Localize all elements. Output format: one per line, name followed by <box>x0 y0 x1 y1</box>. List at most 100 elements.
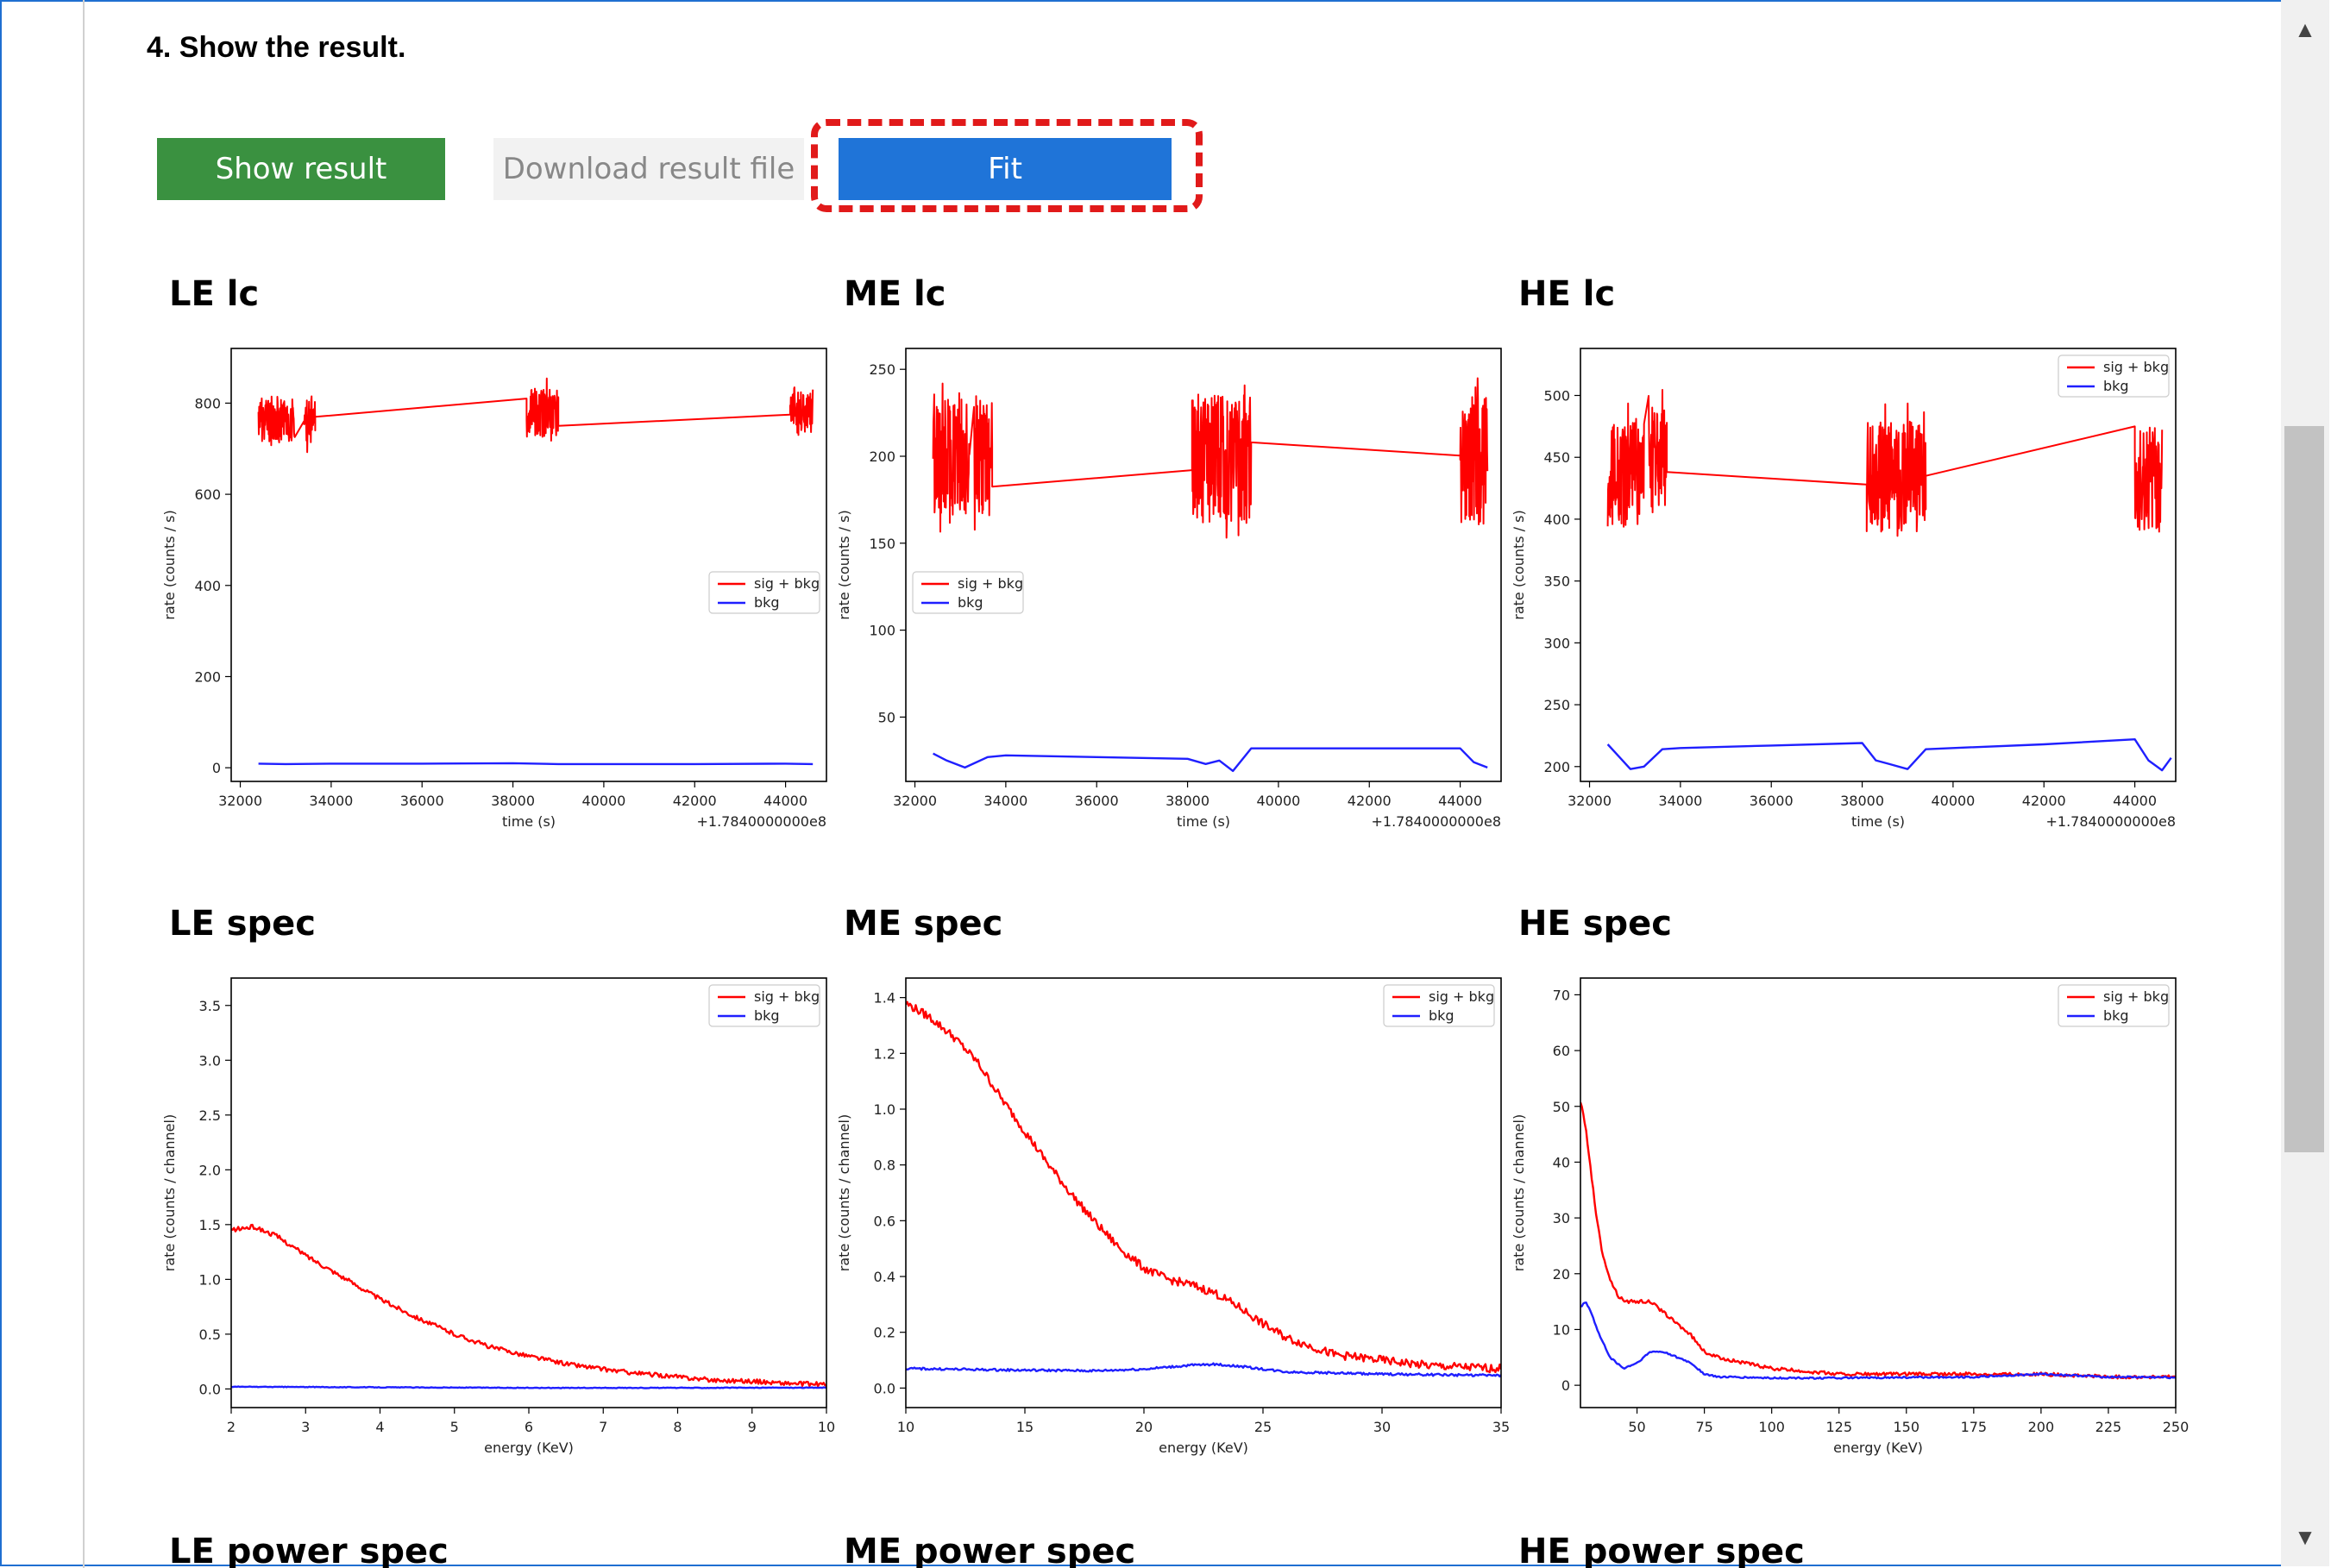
legend-label: sig + bkg <box>1429 988 1494 1005</box>
y-tick-label: 200 <box>1543 759 1570 775</box>
y-tick-label: 50 <box>878 709 895 725</box>
x-tick-label: 34000 <box>983 793 1027 809</box>
axes-frame <box>230 977 827 1408</box>
x-tick-label: 100 <box>1758 1419 1785 1435</box>
y-tick-label: 40 <box>1553 1154 1570 1170</box>
plot-area: 32000 34000 36000 38000 40000 42000 44000 0 200 4… <box>161 348 827 830</box>
x-axis-label: energy (KeV) <box>484 1439 574 1456</box>
x-tick-label: 75 <box>1695 1419 1712 1435</box>
series-line-bkg <box>906 1362 1501 1378</box>
legend: sig + bkg bkg <box>1383 984 1495 1027</box>
scroll-down-icon[interactable]: ▼ <box>2294 1523 2316 1550</box>
show-result-button[interactable]: Show result <box>157 138 445 200</box>
y-tick-label: 0.4 <box>874 1269 895 1285</box>
x-tick-label: 32000 <box>218 793 262 809</box>
fit-highlight-box <box>811 119 1203 212</box>
x-tick-label: 20 <box>1135 1419 1153 1435</box>
series-line-bkg <box>1580 1301 2176 1380</box>
y-axis-label: rate (counts / s) <box>1511 510 1527 619</box>
y-tick-label: 10 <box>1553 1321 1570 1338</box>
y-tick-label: 60 <box>1553 1043 1570 1059</box>
x-offset-label: +1.7840000000e8 <box>697 813 827 830</box>
series-group <box>231 1223 826 1389</box>
axes-frame <box>230 348 827 782</box>
series-line-sig-bkg <box>257 377 814 454</box>
legend-label: sig + bkg <box>754 575 820 592</box>
legend-label: sig + bkg <box>958 575 1023 592</box>
x-tick-label: 30 <box>1373 1419 1391 1435</box>
y-tick-label: 0.6 <box>874 1213 895 1229</box>
y-tick-label: 2.5 <box>199 1107 221 1124</box>
x-tick-label: 36000 <box>400 793 444 809</box>
y-tick-label: 0 <box>1561 1377 1570 1394</box>
fit-button[interactable]: Fit <box>839 138 1172 200</box>
x-tick-label: 34000 <box>309 793 353 809</box>
step-title: 4. Show the result. <box>147 31 406 64</box>
x-tick-label: 250 <box>2163 1419 2190 1435</box>
x-tick-label: 36000 <box>1750 793 1794 809</box>
y-tick-label: 0.0 <box>199 1381 221 1397</box>
legend-label: sig + bkg <box>2103 988 2169 1005</box>
series-line-sig-bkg <box>932 377 1489 539</box>
y-tick-label: 350 <box>1543 574 1570 590</box>
me-spec-title: ME spec <box>844 904 1003 944</box>
y-tick-label: 150 <box>869 536 895 552</box>
x-tick-label: 5 <box>450 1419 459 1435</box>
series-line-sig-bkg <box>1580 1101 2176 1380</box>
series-line-bkg <box>231 1385 826 1389</box>
series-line-bkg <box>1606 738 2172 772</box>
y-tick-label: 1.0 <box>874 1101 895 1118</box>
legend: sig + bkg bkg <box>912 571 1024 614</box>
x-tick-label: 44000 <box>763 793 807 809</box>
series-line-bkg <box>933 747 1488 773</box>
he-lc-title: HE lc <box>1518 274 1616 314</box>
y-tick-label: 250 <box>869 361 895 378</box>
x-tick-label: 125 <box>1825 1419 1852 1435</box>
scroll-up-icon[interactable]: ▲ <box>2294 16 2316 42</box>
x-tick-label: 32000 <box>893 793 937 809</box>
x-axis-label: energy (KeV) <box>1833 1439 1923 1456</box>
legend-label: bkg <box>2103 378 2129 394</box>
x-tick-label: 44000 <box>1438 793 1482 809</box>
legend-label: bkg <box>754 1007 780 1024</box>
y-tick-label: 50 <box>1553 1099 1570 1115</box>
legend-label: sig + bkg <box>754 988 820 1005</box>
y-tick-label: 70 <box>1553 987 1570 1003</box>
x-tick-label: 40000 <box>581 793 625 809</box>
series-line-sig-bkg <box>1606 389 2164 537</box>
y-tick-label: 3.0 <box>199 1052 221 1069</box>
x-tick-label: 8 <box>673 1419 682 1435</box>
y-tick-label: 0.8 <box>874 1157 895 1174</box>
y-axis-label: rate (counts / channel) <box>836 1114 852 1271</box>
download-result-button[interactable]: Download result file <box>499 138 799 200</box>
y-tick-label: 450 <box>1543 449 1570 466</box>
legend-label: sig + bkg <box>2103 359 2169 375</box>
x-tick-label: 10 <box>818 1419 835 1435</box>
scroll-thumb[interactable] <box>2284 426 2324 1152</box>
me-spec-chart: 10 15 20 25 30 35 0.0 0.2 0.4 0.6 0.8 1.0 1.2 1.4 ener… <box>836 977 1510 1456</box>
he-spec-chart: 50 75 100 125 150 175 200 225 250 0 10 20 30 40 50 60 70… <box>1511 977 2189 1456</box>
x-tick-label: 32000 <box>1568 793 1612 809</box>
x-tick-label: 225 <box>2095 1419 2122 1435</box>
legend-label: bkg <box>754 594 780 611</box>
y-tick-label: 30 <box>1553 1210 1570 1226</box>
series-line-sig-bkg <box>231 1223 826 1388</box>
x-tick-label: 35 <box>1492 1419 1510 1435</box>
y-tick-label: 300 <box>1543 635 1570 651</box>
le-lc-chart: 32000 34000 36000 38000 40000 42000 44000 0 200 4… <box>161 348 827 830</box>
legend: sig + bkg bkg <box>2058 354 2170 398</box>
y-tick-label: 1.0 <box>199 1271 221 1288</box>
x-tick-label: 42000 <box>1348 793 1392 809</box>
x-axis-label: time (s) <box>1177 813 1230 830</box>
vertical-scrollbar[interactable]: ▲ ▼ <box>2281 0 2329 1566</box>
plot-area: 32000 34000 36000 38000 40000 42000 44000 50 100… <box>836 348 1502 830</box>
series-line-sig-bkg <box>906 1000 1501 1374</box>
x-tick-label: 40000 <box>1931 793 1975 809</box>
x-tick-label: 34000 <box>1658 793 1702 809</box>
x-tick-label: 175 <box>1961 1419 1988 1435</box>
y-axis-label: rate (counts / channel) <box>1511 1114 1527 1271</box>
y-tick-label: 500 <box>1543 388 1570 405</box>
x-tick-label: 38000 <box>491 793 535 809</box>
x-tick-label: 42000 <box>2022 793 2066 809</box>
series-group <box>1580 1101 2176 1380</box>
